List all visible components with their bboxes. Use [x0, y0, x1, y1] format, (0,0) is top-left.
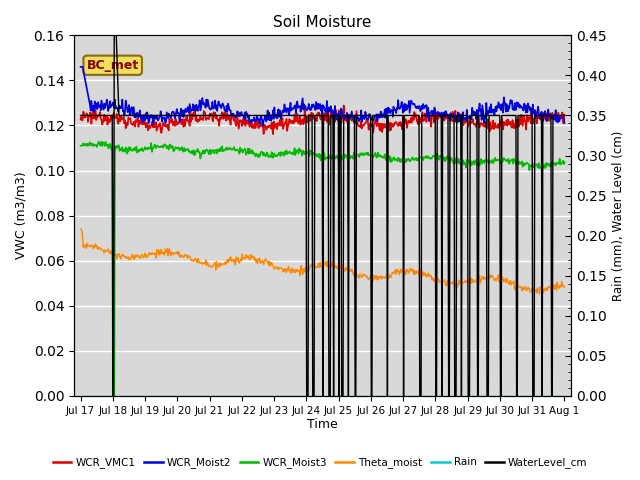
Title: Soil Moisture: Soil Moisture — [273, 15, 372, 30]
X-axis label: Time: Time — [307, 419, 338, 432]
Y-axis label: Rain (mm), Water Level (cm): Rain (mm), Water Level (cm) — [612, 131, 625, 301]
Legend: WCR_VMC1, WCR_Moist2, WCR_Moist3, Theta_moist, Rain, WaterLevel_cm: WCR_VMC1, WCR_Moist2, WCR_Moist3, Theta_… — [49, 453, 591, 472]
Y-axis label: VWC (m3/m3): VWC (m3/m3) — [15, 172, 28, 259]
Text: BC_met: BC_met — [86, 59, 139, 72]
